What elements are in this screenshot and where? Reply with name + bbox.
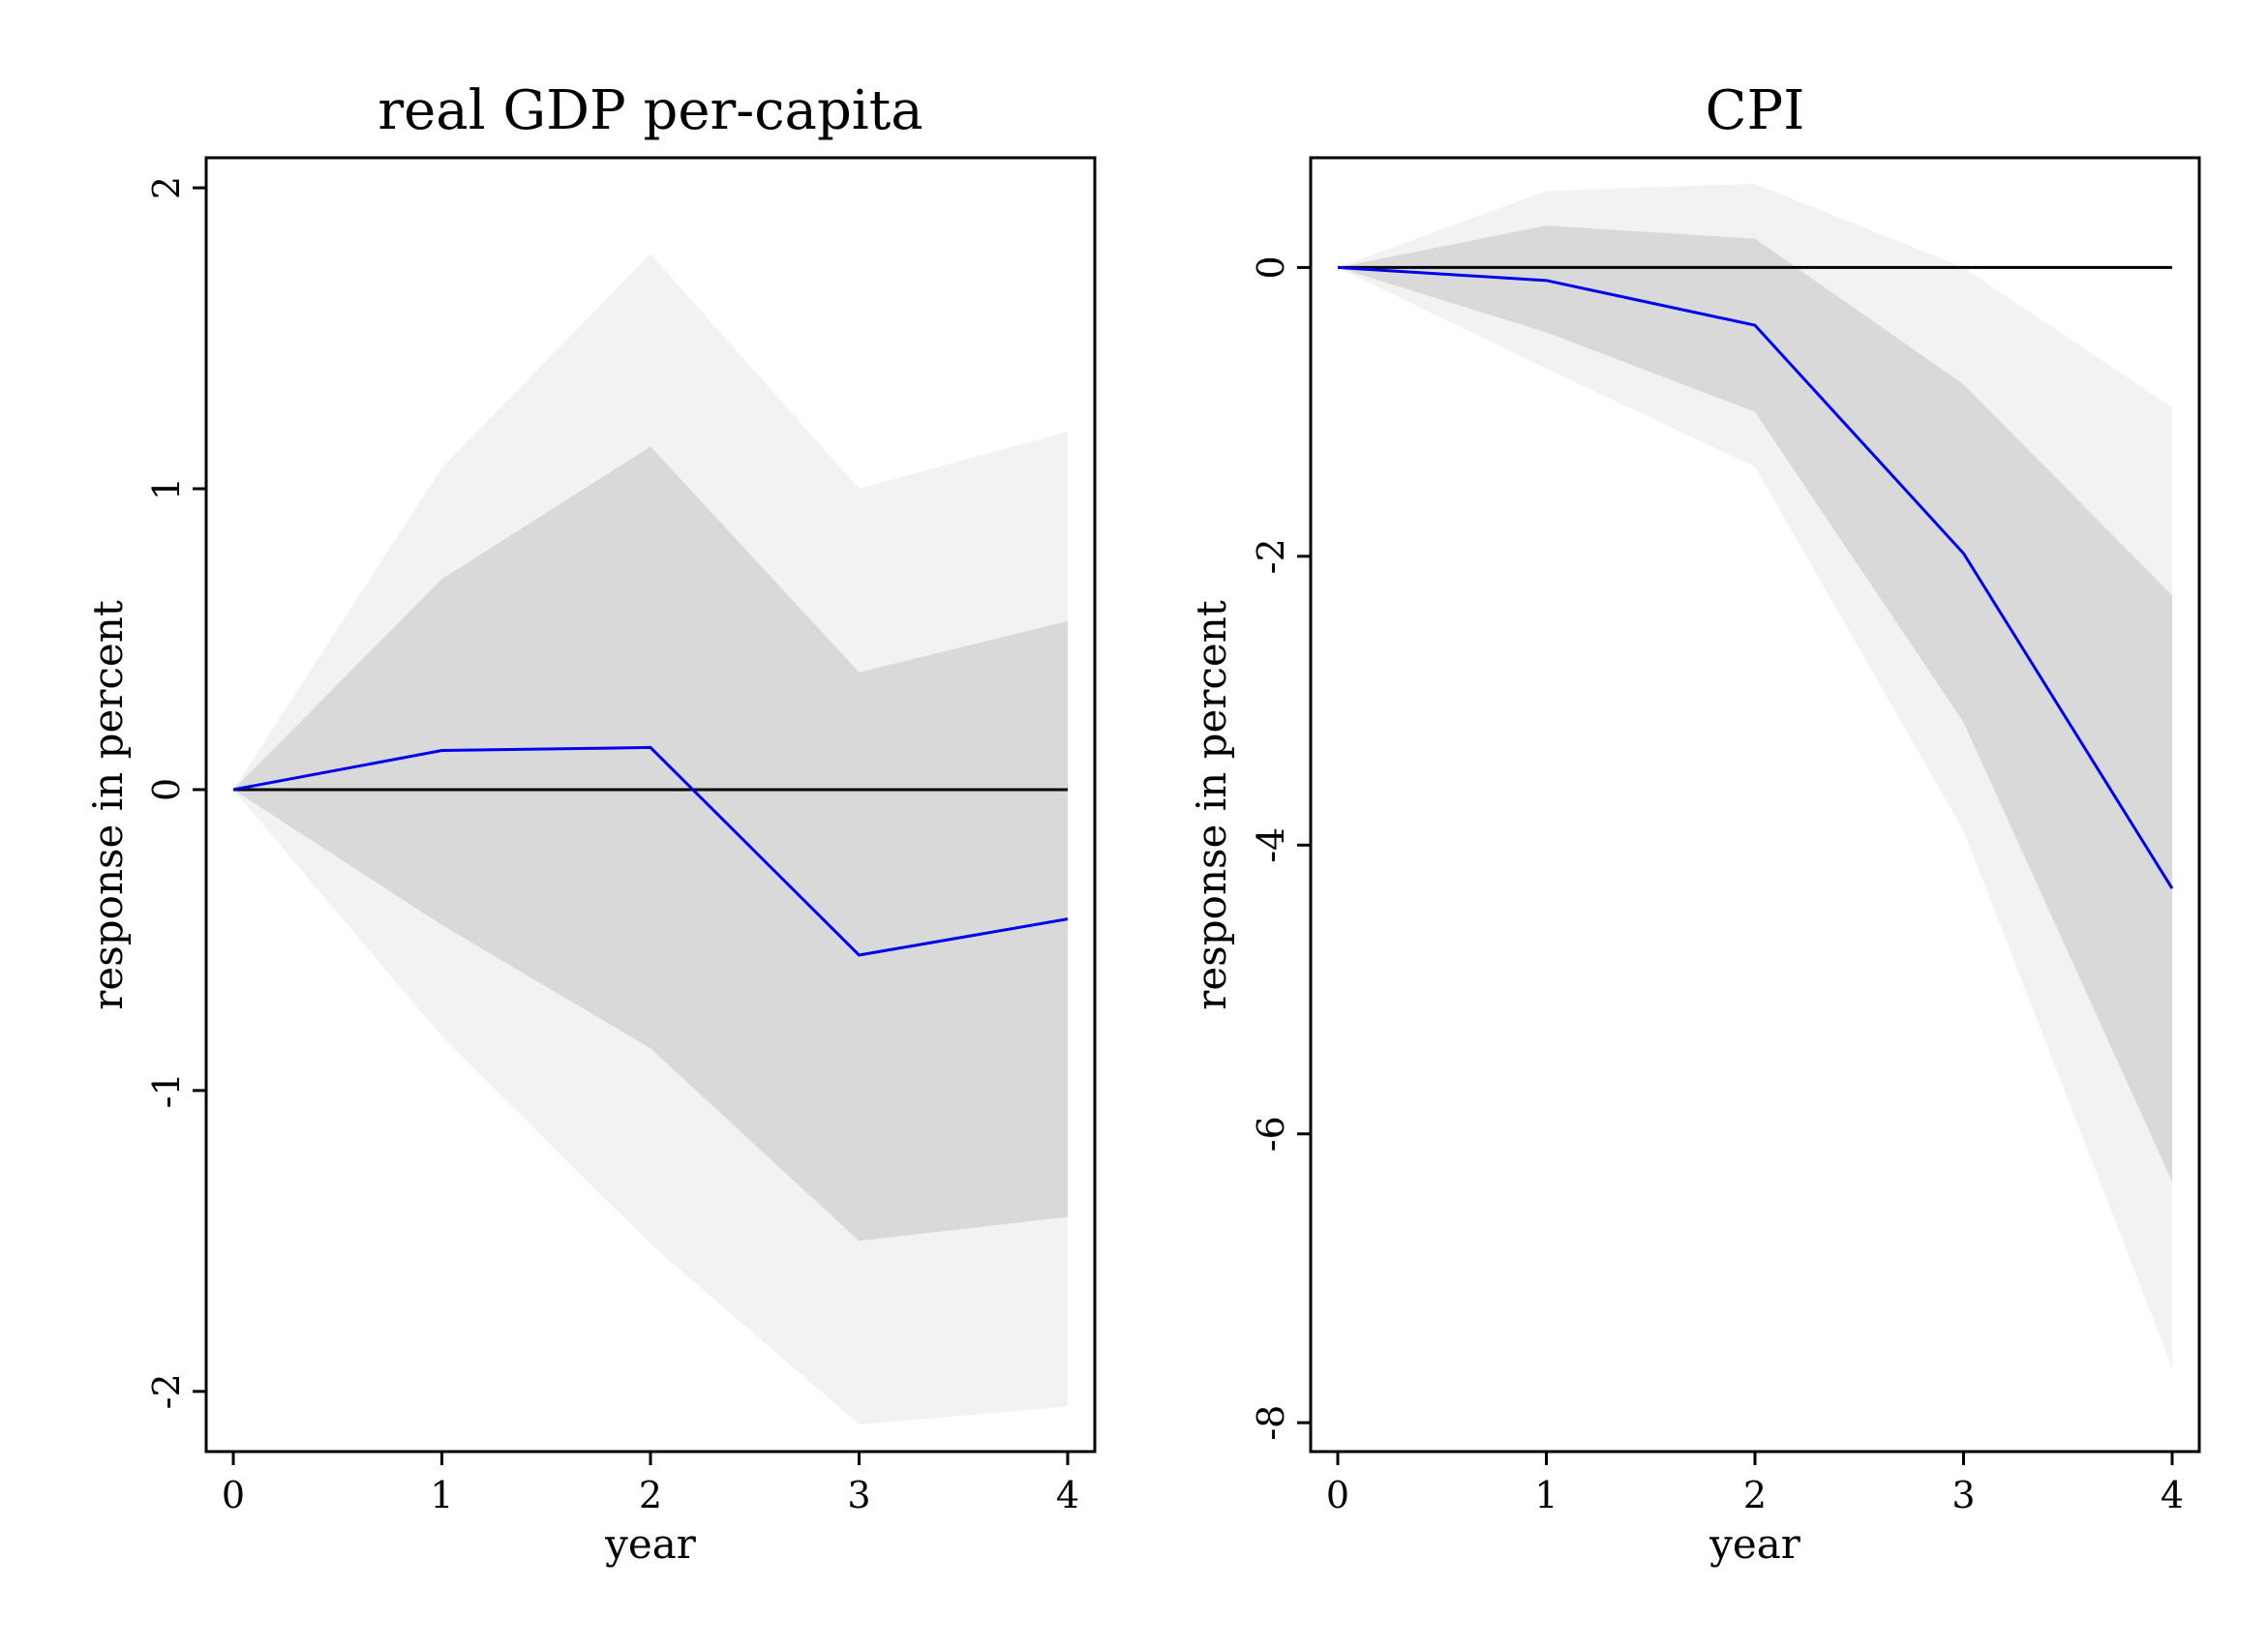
plot-area [1337,183,2174,1368]
response-line [1337,265,2174,889]
y-tick-label: 2 [145,176,188,199]
y-axis: -8 -6 -4 -2 0 [1250,255,1311,1441]
x-tick-label: 4 [1056,1474,1079,1516]
y-tick-label: 0 [1250,255,1292,279]
plot-frame [204,156,1097,1454]
x-tick-label: 4 [2161,1474,2184,1516]
chart-panel-gdp: real GDP per-capita -2 -1 0 1 2 0 1 2 3 4 year r… [84,79,1097,1568]
y-tick-label: 1 [145,477,188,500]
y-tick-label: -2 [145,1373,188,1409]
y-tick-label: 0 [145,778,188,801]
response-line [232,745,1069,957]
chart-title: real GDP per-capita [378,79,922,142]
chart-title: CPI [1706,79,1805,142]
inner-band-area [233,446,1068,1242]
y-axis: -2 -1 0 1 2 [145,176,206,1409]
x-tick-label: 3 [847,1474,870,1516]
x-tick-label: 2 [1743,1474,1767,1516]
x-tick-label: 0 [222,1474,245,1516]
x-axis-label: year [1709,1520,1801,1568]
x-tick-label: 3 [1951,1474,1975,1516]
inner-band-area [1338,225,2172,1182]
y-tick-label: -2 [1250,538,1292,574]
x-tick-label: 1 [430,1474,453,1516]
y-tick-label: -6 [1250,1116,1292,1152]
plot-frame [1309,156,2201,1454]
y-tick-label: -4 [1250,827,1292,863]
x-axis: 0 1 2 3 4 [222,1452,1079,1516]
x-tick-label: 1 [1534,1474,1557,1516]
y-axis-label: response in percent [1188,600,1235,1010]
x-tick-label: 0 [1326,1474,1349,1516]
x-axis: 0 1 2 3 4 [1326,1452,2184,1516]
chart-panel-cpi: CPI -8 -6 -4 -2 0 0 1 2 3 4 year response in per… [1188,79,2201,1568]
x-tick-label: 2 [639,1474,662,1516]
y-axis-label: response in percent [84,600,132,1010]
y-tick-label: -8 [1250,1405,1292,1441]
x-axis-label: year [604,1520,697,1568]
y-tick-label: -1 [145,1072,188,1108]
plot-area [232,254,1069,1425]
